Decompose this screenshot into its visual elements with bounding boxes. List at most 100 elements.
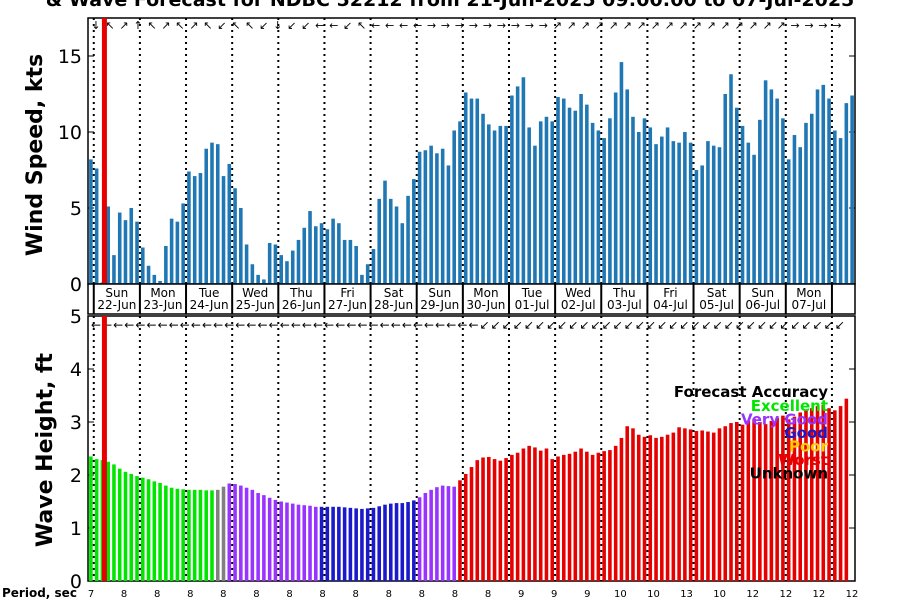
wave-bar (164, 485, 168, 581)
wave-bar (792, 416, 797, 581)
wind-bar (140, 247, 145, 284)
wave-direction-arrow: ← (391, 318, 401, 332)
wave-bar (452, 486, 456, 581)
wind-direction-arrow: ↗ (567, 19, 576, 32)
wind-bar (694, 170, 699, 284)
wave-bar (135, 476, 139, 581)
wind-bar (279, 255, 283, 284)
wave-bar (152, 481, 157, 581)
wind-direction-arrow: ↗ (189, 19, 198, 32)
wind-bar (192, 176, 197, 284)
wave-y-tick-label: 1 (70, 518, 82, 540)
wind-bar (544, 116, 549, 284)
wind-y-tick-label: 10 (58, 122, 82, 144)
day-label-dow: Fri (340, 286, 354, 300)
wave-direction-arrow: ← (158, 318, 168, 332)
wave-bar (319, 506, 324, 581)
wave-direction-arrow: ← (124, 318, 134, 332)
wind-bar (244, 244, 249, 284)
wind-direction-arrow: ← (385, 19, 394, 32)
wave-direction-arrow: ← (191, 318, 201, 332)
wave-bar (360, 508, 364, 581)
wind-bar (308, 211, 312, 284)
wave-bar (117, 468, 122, 581)
wave-y-tick-label: 4 (70, 359, 82, 381)
wave-direction-arrow: ↙ (835, 318, 845, 332)
wave-bar (533, 447, 537, 581)
wind-panel: 051015↓↖↗↑↖↗↖↗↖↙↖↖↙↓↙↙←←↙↖←←←←→→→→→→→→→↗… (58, 17, 856, 296)
day-label-date: 02-Jul (561, 298, 596, 312)
wind-bar (360, 274, 364, 284)
wind-bar (533, 145, 537, 284)
wave-y-tick-label: 5 (70, 306, 82, 328)
wave-direction-arrow: ↙ (691, 318, 701, 332)
wave-bar (406, 502, 410, 581)
wind-bar (642, 118, 647, 284)
wind-bar (169, 218, 174, 284)
wind-direction-arrow: ↗ (721, 19, 730, 32)
wave-direction-arrow: ↙ (646, 318, 656, 332)
wind-bar (273, 244, 278, 284)
now-marker-wave (101, 316, 107, 581)
wind-direction-arrow: ← (315, 19, 324, 32)
day-label-date: 23-Jun (143, 298, 182, 312)
period-value: 10 (713, 589, 726, 600)
wind-bar (567, 107, 572, 285)
wave-bar (521, 448, 526, 581)
wind-bar (711, 145, 716, 284)
wave-bar (256, 493, 260, 581)
wind-bar (452, 130, 456, 284)
wind-bar (798, 147, 803, 284)
wave-bar (175, 488, 180, 581)
wind-direction-arrow: → (441, 19, 450, 32)
wave-bar (602, 451, 606, 581)
wind-bar (538, 121, 543, 284)
period-value: 8 (485, 589, 491, 600)
wave-bar (129, 473, 134, 581)
wind-bar (671, 141, 676, 284)
wave-bar (579, 448, 583, 581)
wave-bar (469, 467, 474, 581)
wave-bar (314, 506, 318, 581)
wave-direction-arrow: ← (313, 318, 323, 332)
wind-bar (608, 118, 612, 284)
day-label-dow: Thu (289, 286, 313, 300)
wind-bar (371, 249, 376, 284)
wind-bar (665, 127, 670, 284)
wave-direction-arrow: ← (280, 318, 290, 332)
wind-bar (521, 77, 526, 284)
wave-bar (677, 427, 681, 581)
wave-direction-arrow: ← (468, 318, 478, 332)
wave-direction-arrow: ← (457, 318, 467, 332)
wave-bar (463, 473, 468, 581)
wave-bar (763, 424, 768, 581)
wave-direction-arrow: ← (446, 318, 456, 332)
wind-bar (302, 227, 307, 284)
wind-bar (763, 80, 768, 284)
wind-bar (158, 280, 162, 284)
period-value: 12 (846, 589, 859, 600)
wind-direction-arrow: ↗ (161, 19, 170, 32)
wave-bar (273, 499, 278, 581)
period-value: 8 (154, 589, 160, 600)
wave-bar (262, 495, 266, 581)
wave-bar (181, 489, 185, 581)
wave-bar (815, 406, 820, 581)
wave-bar (590, 454, 595, 581)
wind-bar (602, 138, 606, 284)
day-label-dow: Wed (565, 286, 591, 300)
wind-bar (112, 255, 116, 284)
period-value: 13 (680, 589, 693, 600)
wave-bar (752, 418, 756, 581)
wind-direction-arrow: ↗ (553, 19, 562, 32)
wave-bar (527, 445, 531, 581)
wave-bar (769, 420, 774, 581)
wind-bar (585, 104, 589, 284)
wave-bar (688, 429, 693, 581)
wave-direction-arrow: ← (291, 318, 301, 332)
wave-bar (498, 460, 503, 581)
